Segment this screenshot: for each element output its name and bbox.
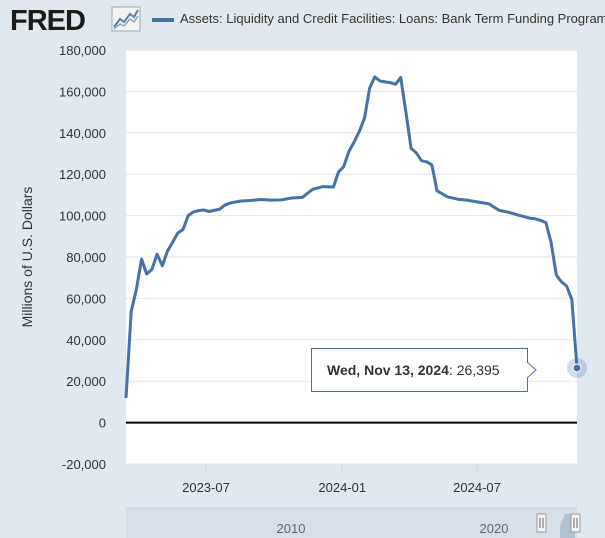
hover-marker[interactable] [572,363,582,373]
tooltip-value: 26,395 [456,362,500,378]
y-tick-label: 140,000 [59,126,106,141]
y-tick-label: 120,000 [59,167,106,182]
series-line[interactable] [124,75,579,399]
navigator-tick-label: 2020 [480,521,509,536]
y-tick-label: 20,000 [66,374,106,389]
y-tick-label: 160,000 [59,84,106,99]
y-tick-label: 0 [99,416,106,431]
tooltip-date: Wed, Nov 13, 2024 [327,362,449,378]
y-tick-label: 60,000 [66,291,106,306]
x-tick-label: 2023-07 [182,480,230,495]
line-chart-icon [111,6,141,32]
legend-swatch [152,18,174,22]
x-tick-label: 2024-07 [453,480,501,495]
x-axis-ticks: 2023-07 2024-01 2024-07 [182,464,501,495]
x-tick-label: 2024-01 [318,480,366,495]
y-axis-ticks: -20,000 0 20,000 40,000 60,000 80,000 100,000 1… [59,43,106,472]
navigator-area[interactable] [126,508,577,538]
y-tick-label: 40,000 [66,333,106,348]
y-tick-label: -20,000 [62,457,106,472]
tooltip-pointer [527,361,537,379]
navigator-tick-label: 2010 [277,521,306,536]
legend-series-label[interactable]: Assets: Liquidity and Credit Facilities:… [180,11,605,26]
y-axis-label: Millions of U.S. Dollars [19,187,35,328]
tooltip-separator: : [448,362,457,378]
fred-logo[interactable]: FRED [10,5,86,37]
range-handle-icon[interactable] [536,513,581,533]
y-tick-label: 80,000 [66,250,106,265]
chart-header: FRED Assets: Liquidity and Credit Facili… [0,0,605,40]
grid-lines [126,49,577,465]
data-tooltip: Wed, Nov 13, 2024: 26,395 [311,348,528,392]
y-tick-label: 100,000 [59,209,106,224]
y-tick-label: 180,000 [59,43,106,58]
